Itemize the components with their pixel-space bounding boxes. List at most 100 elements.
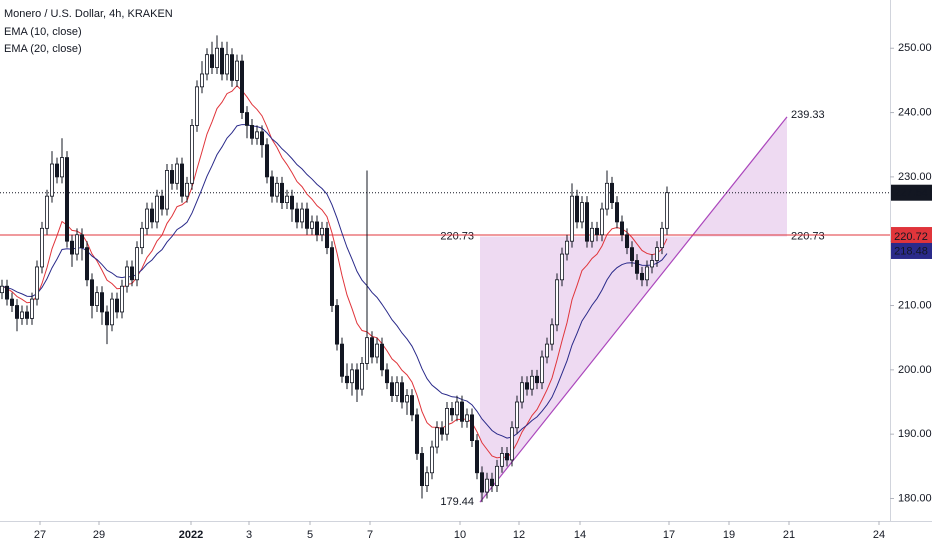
candle-body xyxy=(610,182,615,204)
candle-body xyxy=(530,375,535,390)
x-tick-label: 14 xyxy=(574,529,586,541)
candle-body xyxy=(434,427,439,448)
candle-body xyxy=(560,253,565,281)
candle-body xyxy=(279,182,284,204)
x-tick-label: 19 xyxy=(723,529,735,541)
candle-body xyxy=(174,163,179,184)
price-label: 218.48 xyxy=(894,245,928,257)
candle-body xyxy=(555,279,560,326)
candle-body xyxy=(304,208,309,229)
candle-body xyxy=(314,221,319,236)
y-tick-label: 240.00 xyxy=(898,106,932,118)
price-label-box xyxy=(891,242,932,259)
pattern-label: 179.44 xyxy=(440,496,474,508)
candle-body xyxy=(339,343,344,377)
candle-body xyxy=(535,375,540,384)
candle-body xyxy=(90,279,95,306)
candle-body xyxy=(329,247,334,306)
candle-body xyxy=(269,176,274,197)
ema-line xyxy=(1,85,668,459)
candle-body xyxy=(139,227,144,249)
candle-body xyxy=(625,234,630,249)
candle-body xyxy=(359,363,364,390)
candle-body xyxy=(525,382,530,390)
candle-body xyxy=(29,298,34,319)
candle-body xyxy=(105,311,110,326)
candle-body xyxy=(19,311,24,319)
candle-body xyxy=(369,337,374,358)
candle-body xyxy=(645,266,650,281)
candle-body xyxy=(414,414,419,454)
candle-body xyxy=(650,260,655,268)
candle-body xyxy=(660,227,665,249)
candle-body xyxy=(459,401,464,422)
y-tick-label: 230.00 xyxy=(898,171,932,183)
y-tick-label: 250.00 xyxy=(898,42,932,54)
candle-body xyxy=(469,414,474,441)
candle-body xyxy=(115,298,120,313)
candle-body xyxy=(409,395,414,416)
candle-body xyxy=(580,202,585,223)
candle-body xyxy=(494,465,499,487)
candle-body xyxy=(144,208,149,229)
x-tick-label: 17 xyxy=(663,529,675,541)
candle-body xyxy=(214,47,219,68)
candle-body xyxy=(429,446,434,474)
price-label-box xyxy=(891,228,932,245)
candle-body xyxy=(149,208,154,223)
candle-body xyxy=(449,408,454,416)
candle-body xyxy=(125,266,130,287)
candle-body xyxy=(60,157,65,178)
candle-body xyxy=(110,298,115,326)
candle-body xyxy=(309,221,314,229)
candle-body xyxy=(35,266,40,300)
candle-body xyxy=(615,202,620,223)
candle-body xyxy=(334,305,339,345)
candle-body xyxy=(504,453,509,461)
price-label-box xyxy=(891,184,932,201)
candle-body xyxy=(344,375,349,384)
candle-body xyxy=(244,112,249,126)
candle-body xyxy=(209,54,214,68)
candle-body xyxy=(254,131,259,139)
candle-body xyxy=(65,157,70,242)
chart-title: Monero / U.S. Dollar, 4h, KRAKEN xyxy=(4,8,173,20)
candle-body xyxy=(454,401,459,416)
pattern-label: 239.33 xyxy=(791,109,825,121)
y-tick-label: 180.00 xyxy=(898,492,932,504)
candle-body xyxy=(499,453,504,467)
x-tick-label: 24 xyxy=(873,529,885,541)
candle-body xyxy=(605,182,610,210)
candle-body xyxy=(50,163,55,197)
candle-body xyxy=(189,125,194,184)
candle-body xyxy=(194,86,199,126)
candle-body xyxy=(80,234,85,249)
x-tick-label: 7 xyxy=(367,529,373,541)
candle-body xyxy=(354,369,359,390)
candle-body xyxy=(444,408,449,435)
price-label: 227.54 xyxy=(894,187,928,199)
candle-body xyxy=(379,343,384,371)
candle-body xyxy=(259,131,264,146)
candle-body xyxy=(570,195,575,242)
candle-body xyxy=(600,208,605,236)
candle-body xyxy=(239,60,244,113)
x-tick-label: 10 xyxy=(454,529,466,541)
candle-body xyxy=(399,382,404,403)
candle-body xyxy=(224,54,229,75)
candle-body xyxy=(384,369,389,384)
candle-body xyxy=(540,356,545,384)
candle-body xyxy=(585,202,590,242)
candle-body xyxy=(289,195,294,210)
candle-body xyxy=(184,182,189,197)
candle-body xyxy=(154,195,159,223)
y-tick-label: 200.00 xyxy=(898,364,932,376)
x-tick-label: 21 xyxy=(783,529,795,541)
candle-body xyxy=(630,247,635,261)
candle-body xyxy=(169,170,174,184)
legend-entry: EMA (10, close) xyxy=(4,26,82,38)
y-tick-label: 210.00 xyxy=(898,299,932,311)
candle-body xyxy=(424,472,429,487)
